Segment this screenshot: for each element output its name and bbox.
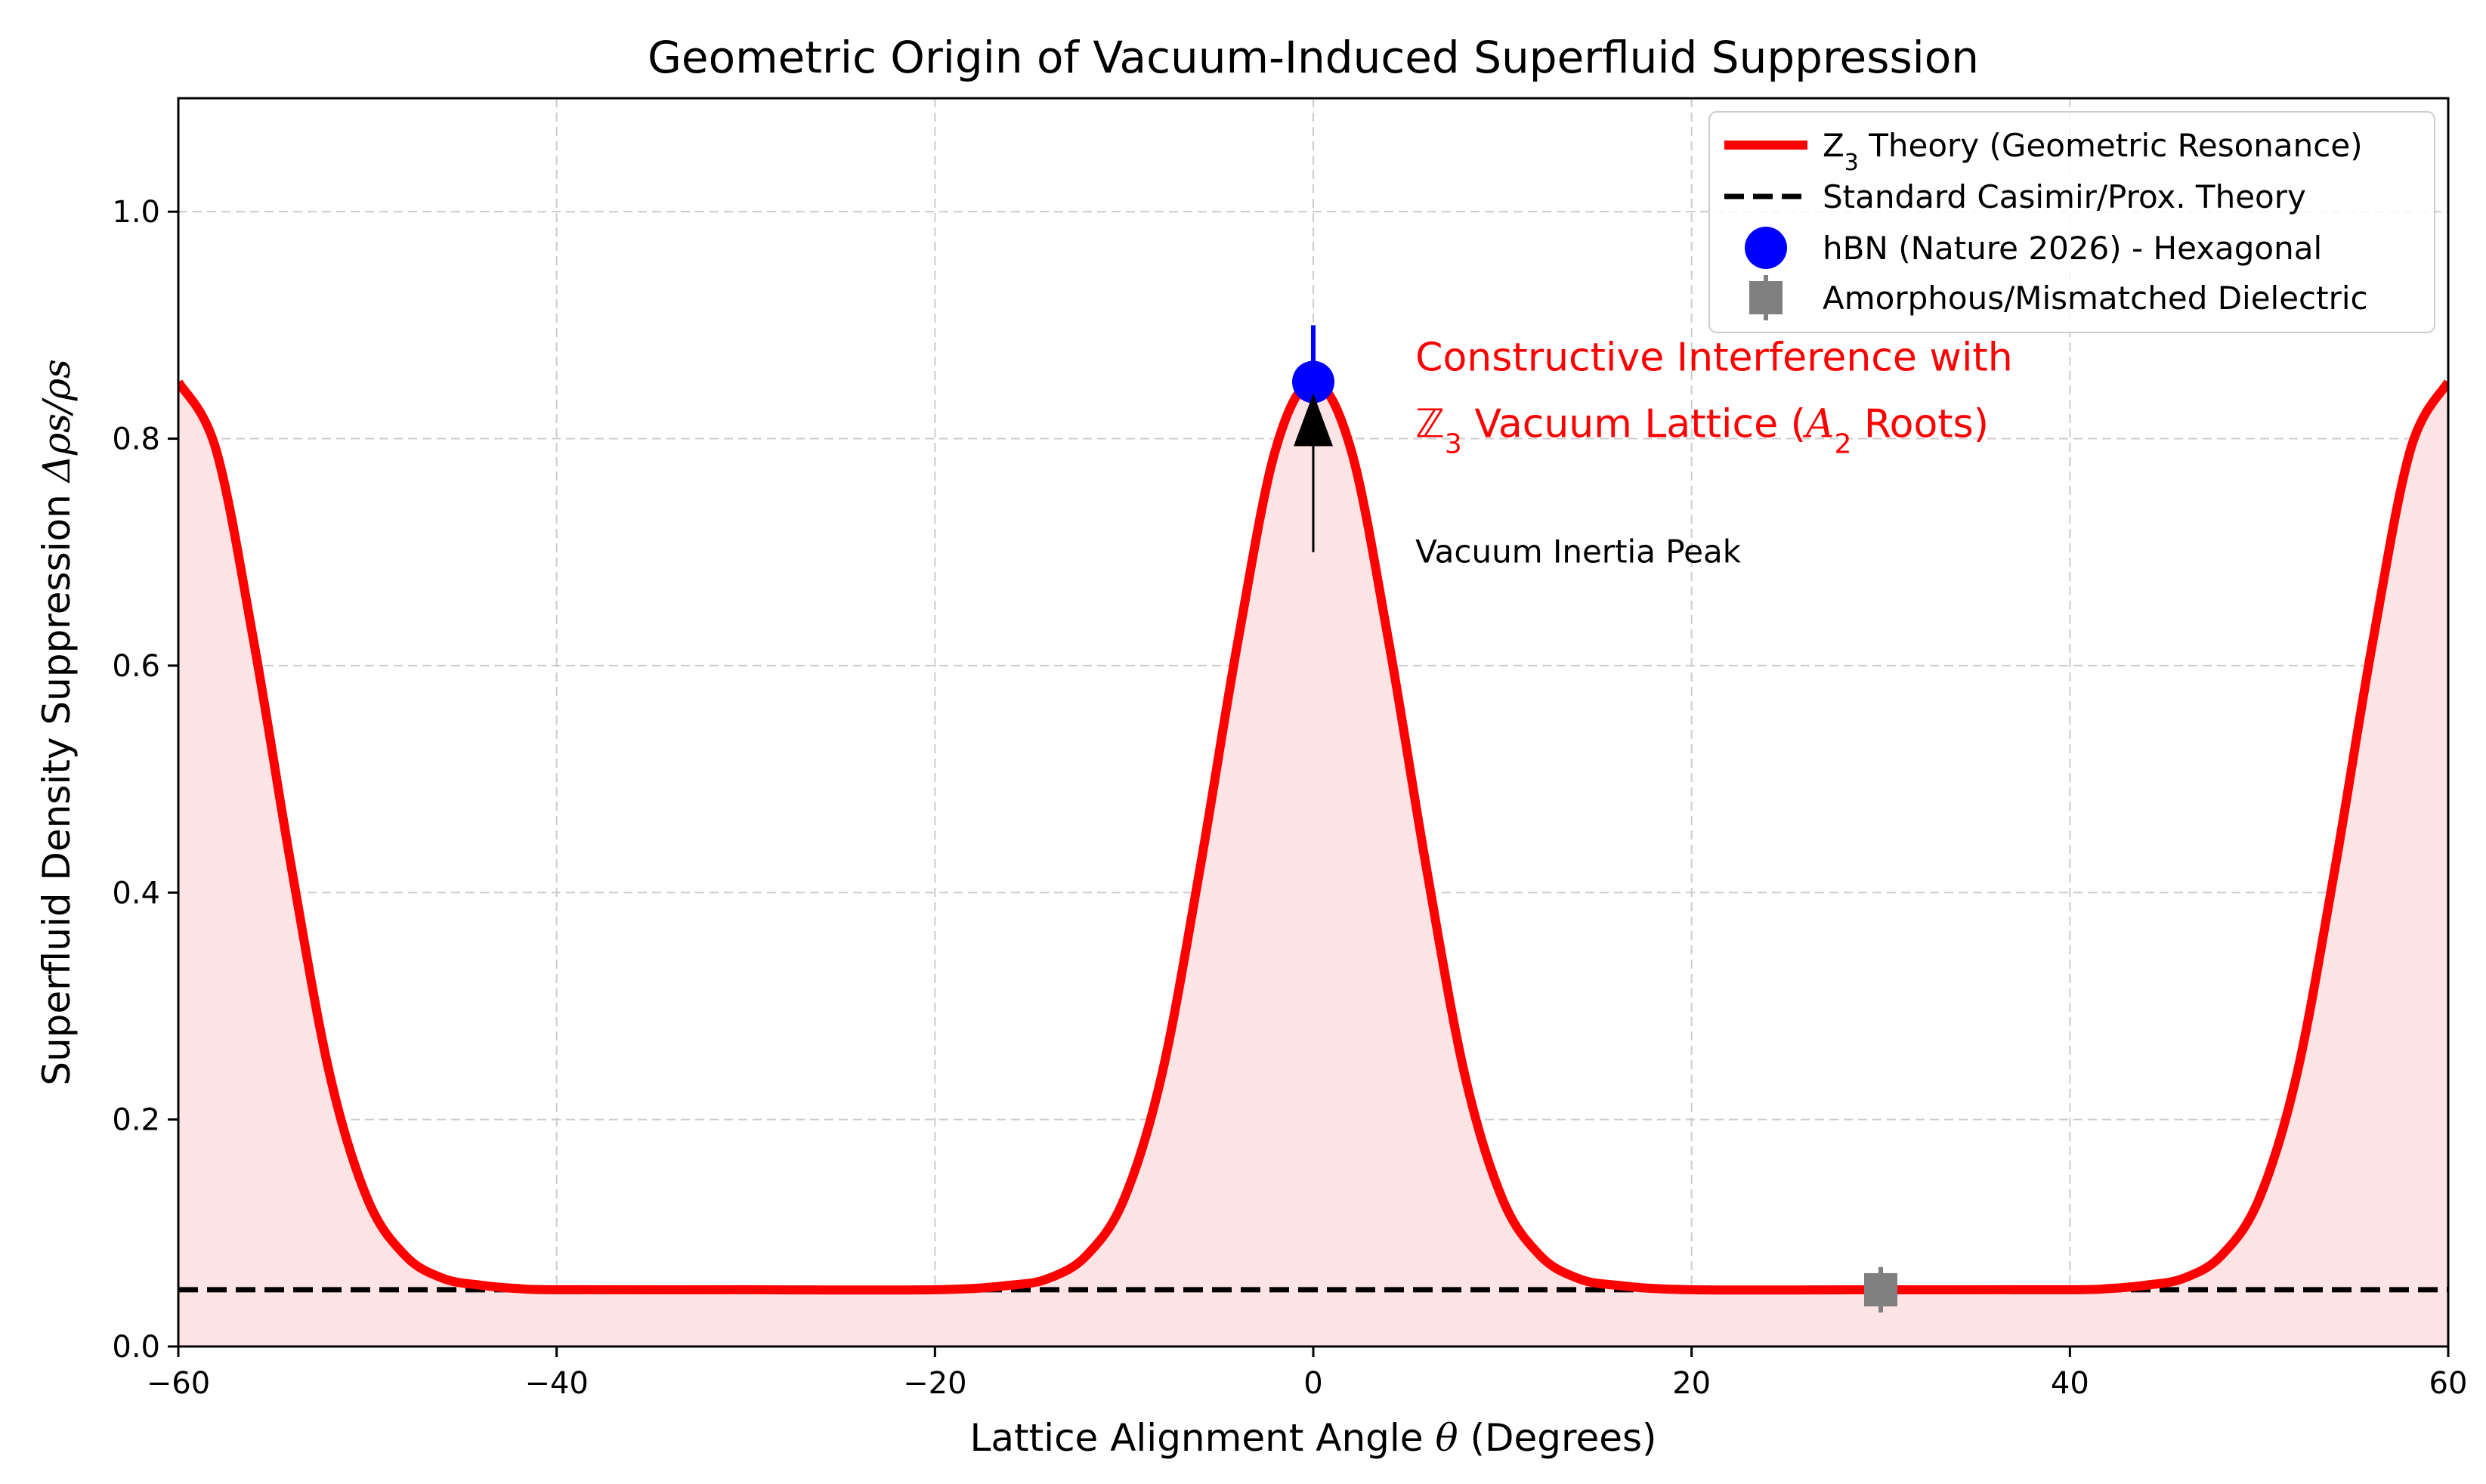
x-tick-label: 20 xyxy=(1672,1366,1711,1401)
x-tick-label: 40 xyxy=(2051,1366,2089,1401)
y-tick-label: 0.4 xyxy=(112,876,160,910)
x-tick-label: −20 xyxy=(903,1366,966,1401)
x-tick-label: 0 xyxy=(1303,1366,1322,1401)
x-tick-label: 60 xyxy=(2429,1366,2468,1401)
peak-annotation: Vacuum Inertia Peak xyxy=(1415,533,1742,570)
legend-box xyxy=(1708,111,2435,333)
legend-label: Standard Casimir/Prox. Theory xyxy=(1823,178,2306,215)
x-ticks: −60 −40 −20 0 20 40 60 xyxy=(147,1346,2468,1401)
amorphous-point xyxy=(1864,1272,1897,1306)
y-tick-label: 0.6 xyxy=(112,649,160,684)
y-tick-label: 0.2 xyxy=(112,1103,160,1138)
annotation-layer: Vacuum Inertia Peak Constructive Interfer… xyxy=(1294,335,2013,570)
legend: Z3 Theory (Geometric Resonance)Standard … xyxy=(1708,111,2435,333)
hbn-point xyxy=(1292,360,1334,403)
interference-annotation-line1: Constructive Interference with xyxy=(1415,335,2013,380)
y-tick-label: 0.8 xyxy=(112,422,160,457)
y-tick-label: 0.0 xyxy=(112,1330,160,1365)
x-tick-label: −60 xyxy=(147,1366,210,1401)
y-axis-label: Superfluid Density Suppression Δρs/ρs xyxy=(35,359,79,1086)
fill-area xyxy=(178,382,2448,1346)
legend-amorphous-swatch xyxy=(1749,281,1783,314)
y-ticks: 0.0 0.2 0.4 0.6 0.8 1.0 xyxy=(112,195,178,1365)
legend-hbn-swatch xyxy=(1745,227,1787,269)
chart-title: Geometric Origin of Vacuum-Induced Super… xyxy=(648,32,1979,83)
x-axis-label: Lattice Alignment Angle θ (Degrees) xyxy=(969,1416,1656,1460)
interference-annotation-line2: ℤ3 Vacuum Lattice (A2 Roots) xyxy=(1415,401,1989,459)
legend-label: Amorphous/Mismatched Dielectric xyxy=(1823,280,2368,317)
legend-label: Z3 Theory (Geometric Resonance) xyxy=(1823,127,2363,176)
x-tick-label: −40 xyxy=(524,1366,588,1401)
peak-arrow-head xyxy=(1294,393,1333,447)
z3-fill-area xyxy=(178,382,2448,1346)
legend-label: hBN (Nature 2026) - Hexagonal xyxy=(1823,230,2322,267)
y-tick-label: 1.0 xyxy=(112,195,160,230)
